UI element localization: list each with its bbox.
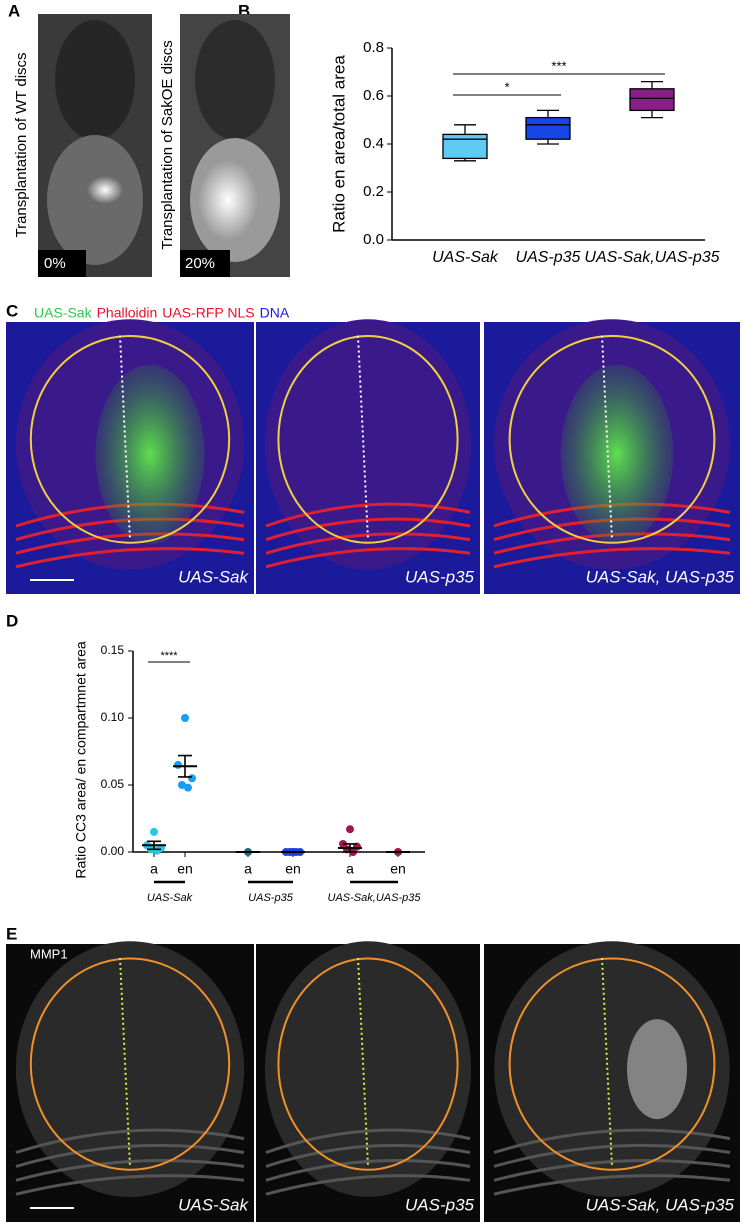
percent-label: 0% bbox=[44, 255, 66, 272]
data-point bbox=[178, 781, 186, 789]
expression bbox=[95, 364, 205, 545]
boundary bbox=[601, 335, 613, 540]
fold bbox=[265, 517, 471, 542]
fly-image bbox=[38, 14, 152, 277]
pouch-outline bbox=[508, 957, 716, 1171]
group-label: UAS-Sak,UAS-p35 bbox=[328, 892, 422, 904]
x-tick-label: UAS-p35 bbox=[516, 249, 581, 266]
legend-entry: UAS-RFP NLS bbox=[162, 305, 254, 321]
significance-label: * bbox=[504, 79, 509, 94]
disc-images: UAS-Sak UAS-p35 UAS-Sak, UAS-p35 bbox=[6, 319, 740, 594]
genotype-label: UAS-Sak, UAS-p35 bbox=[586, 567, 735, 586]
box bbox=[442, 133, 488, 160]
expression bbox=[560, 364, 674, 545]
fold bbox=[265, 547, 471, 569]
pouch-outline bbox=[277, 957, 459, 1171]
data-point bbox=[150, 827, 158, 836]
genotype-label: UAS-p35 bbox=[405, 567, 475, 586]
y-tick-label: 0.6 bbox=[363, 87, 384, 104]
panel-label: E bbox=[6, 924, 17, 943]
tissue bbox=[264, 941, 472, 1197]
error-bar bbox=[178, 754, 192, 778]
data-point bbox=[174, 760, 182, 769]
genotype-label: UAS-p35 bbox=[405, 1195, 475, 1214]
fold bbox=[493, 1128, 731, 1154]
pouch-outline bbox=[277, 335, 459, 544]
boundary bbox=[357, 335, 369, 540]
tissue bbox=[15, 941, 245, 1197]
y-tick-label: 0.10 bbox=[101, 710, 125, 724]
x-tick-label: UAS-Sak bbox=[432, 249, 499, 266]
y-tick-label: 0.05 bbox=[101, 777, 125, 791]
y-axis-title: Ratio CC3 area/ en compartmnet area bbox=[73, 641, 89, 879]
panel-label: C bbox=[6, 301, 18, 320]
y-tick-label: 0.00 bbox=[101, 844, 125, 858]
fold bbox=[493, 1174, 731, 1196]
legend-entry: Phalloidin bbox=[97, 305, 158, 321]
fold bbox=[265, 532, 471, 555]
y-tick-label: 0.8 bbox=[363, 39, 384, 56]
percent-label: 20% bbox=[185, 255, 215, 272]
image-caption: Transplantation of SakOE discs bbox=[159, 40, 176, 250]
signal bbox=[627, 1019, 687, 1120]
box bbox=[525, 116, 571, 140]
fold bbox=[15, 1143, 245, 1168]
significance-label: *** bbox=[551, 58, 566, 73]
x-tick-label: en bbox=[177, 861, 193, 877]
y-tick-label: 0.2 bbox=[363, 183, 384, 200]
group-label: UAS-p35 bbox=[248, 892, 294, 904]
fold bbox=[15, 1159, 245, 1182]
fold bbox=[493, 1143, 731, 1168]
legend-entry: UAS-Sak bbox=[34, 305, 93, 321]
fold bbox=[265, 1174, 471, 1196]
boundary bbox=[119, 335, 131, 540]
y-axis-title: Ratio en area/total area bbox=[329, 55, 348, 233]
panel-label: D bbox=[6, 611, 18, 630]
x-tick-label: UAS-Sak,UAS-p35 bbox=[584, 249, 719, 266]
fold bbox=[493, 1159, 731, 1182]
y-tick-label: 0.15 bbox=[101, 643, 125, 657]
fold bbox=[265, 1143, 471, 1168]
y-tick-label: 0.0 bbox=[363, 231, 384, 248]
data-point bbox=[184, 783, 192, 792]
group-label: UAS-Sak bbox=[147, 892, 193, 904]
x-tick-label: a bbox=[150, 861, 158, 877]
image-caption: Transplantation of WT discs bbox=[13, 52, 30, 237]
x-tick-label: en bbox=[285, 861, 301, 877]
tissue bbox=[264, 319, 472, 570]
fold bbox=[15, 547, 245, 569]
box bbox=[629, 88, 675, 112]
data-point bbox=[346, 825, 354, 834]
data-point bbox=[181, 714, 189, 722]
fly-image bbox=[180, 14, 290, 277]
panel-label: A bbox=[8, 1, 20, 20]
x-tick-label: a bbox=[244, 861, 252, 877]
legend-entry: DNA bbox=[260, 305, 290, 321]
y-tick-label: 0.4 bbox=[363, 135, 384, 152]
pouch-outline bbox=[29, 957, 231, 1171]
fold bbox=[15, 1128, 245, 1154]
x-tick-label: a bbox=[346, 861, 354, 877]
fold bbox=[493, 547, 731, 569]
genotype-label: UAS-Sak bbox=[178, 567, 249, 586]
stain-label: MMP1 bbox=[30, 946, 68, 961]
fold bbox=[265, 1128, 471, 1154]
error-bar bbox=[343, 843, 357, 853]
fold bbox=[265, 502, 471, 528]
fold bbox=[265, 1159, 471, 1182]
x-tick-label: en bbox=[390, 861, 406, 877]
genotype-label: UAS-Sak, UAS-p35 bbox=[586, 1195, 735, 1214]
disc-images: UAS-Sak UAS-p35 UAS-Sak, UAS-p35 bbox=[6, 941, 740, 1222]
genotype-label: UAS-Sak bbox=[178, 1195, 249, 1214]
data-point bbox=[188, 774, 196, 783]
fold bbox=[15, 1174, 245, 1196]
pouch-outline bbox=[508, 335, 716, 544]
stain-legend: UAS-Sak Phalloidin UAS-RFP NLS DNA bbox=[34, 305, 290, 321]
pouch-outline bbox=[29, 335, 231, 544]
significance-label: **** bbox=[160, 650, 178, 662]
error-bar bbox=[147, 840, 161, 851]
tissue bbox=[494, 941, 730, 1197]
